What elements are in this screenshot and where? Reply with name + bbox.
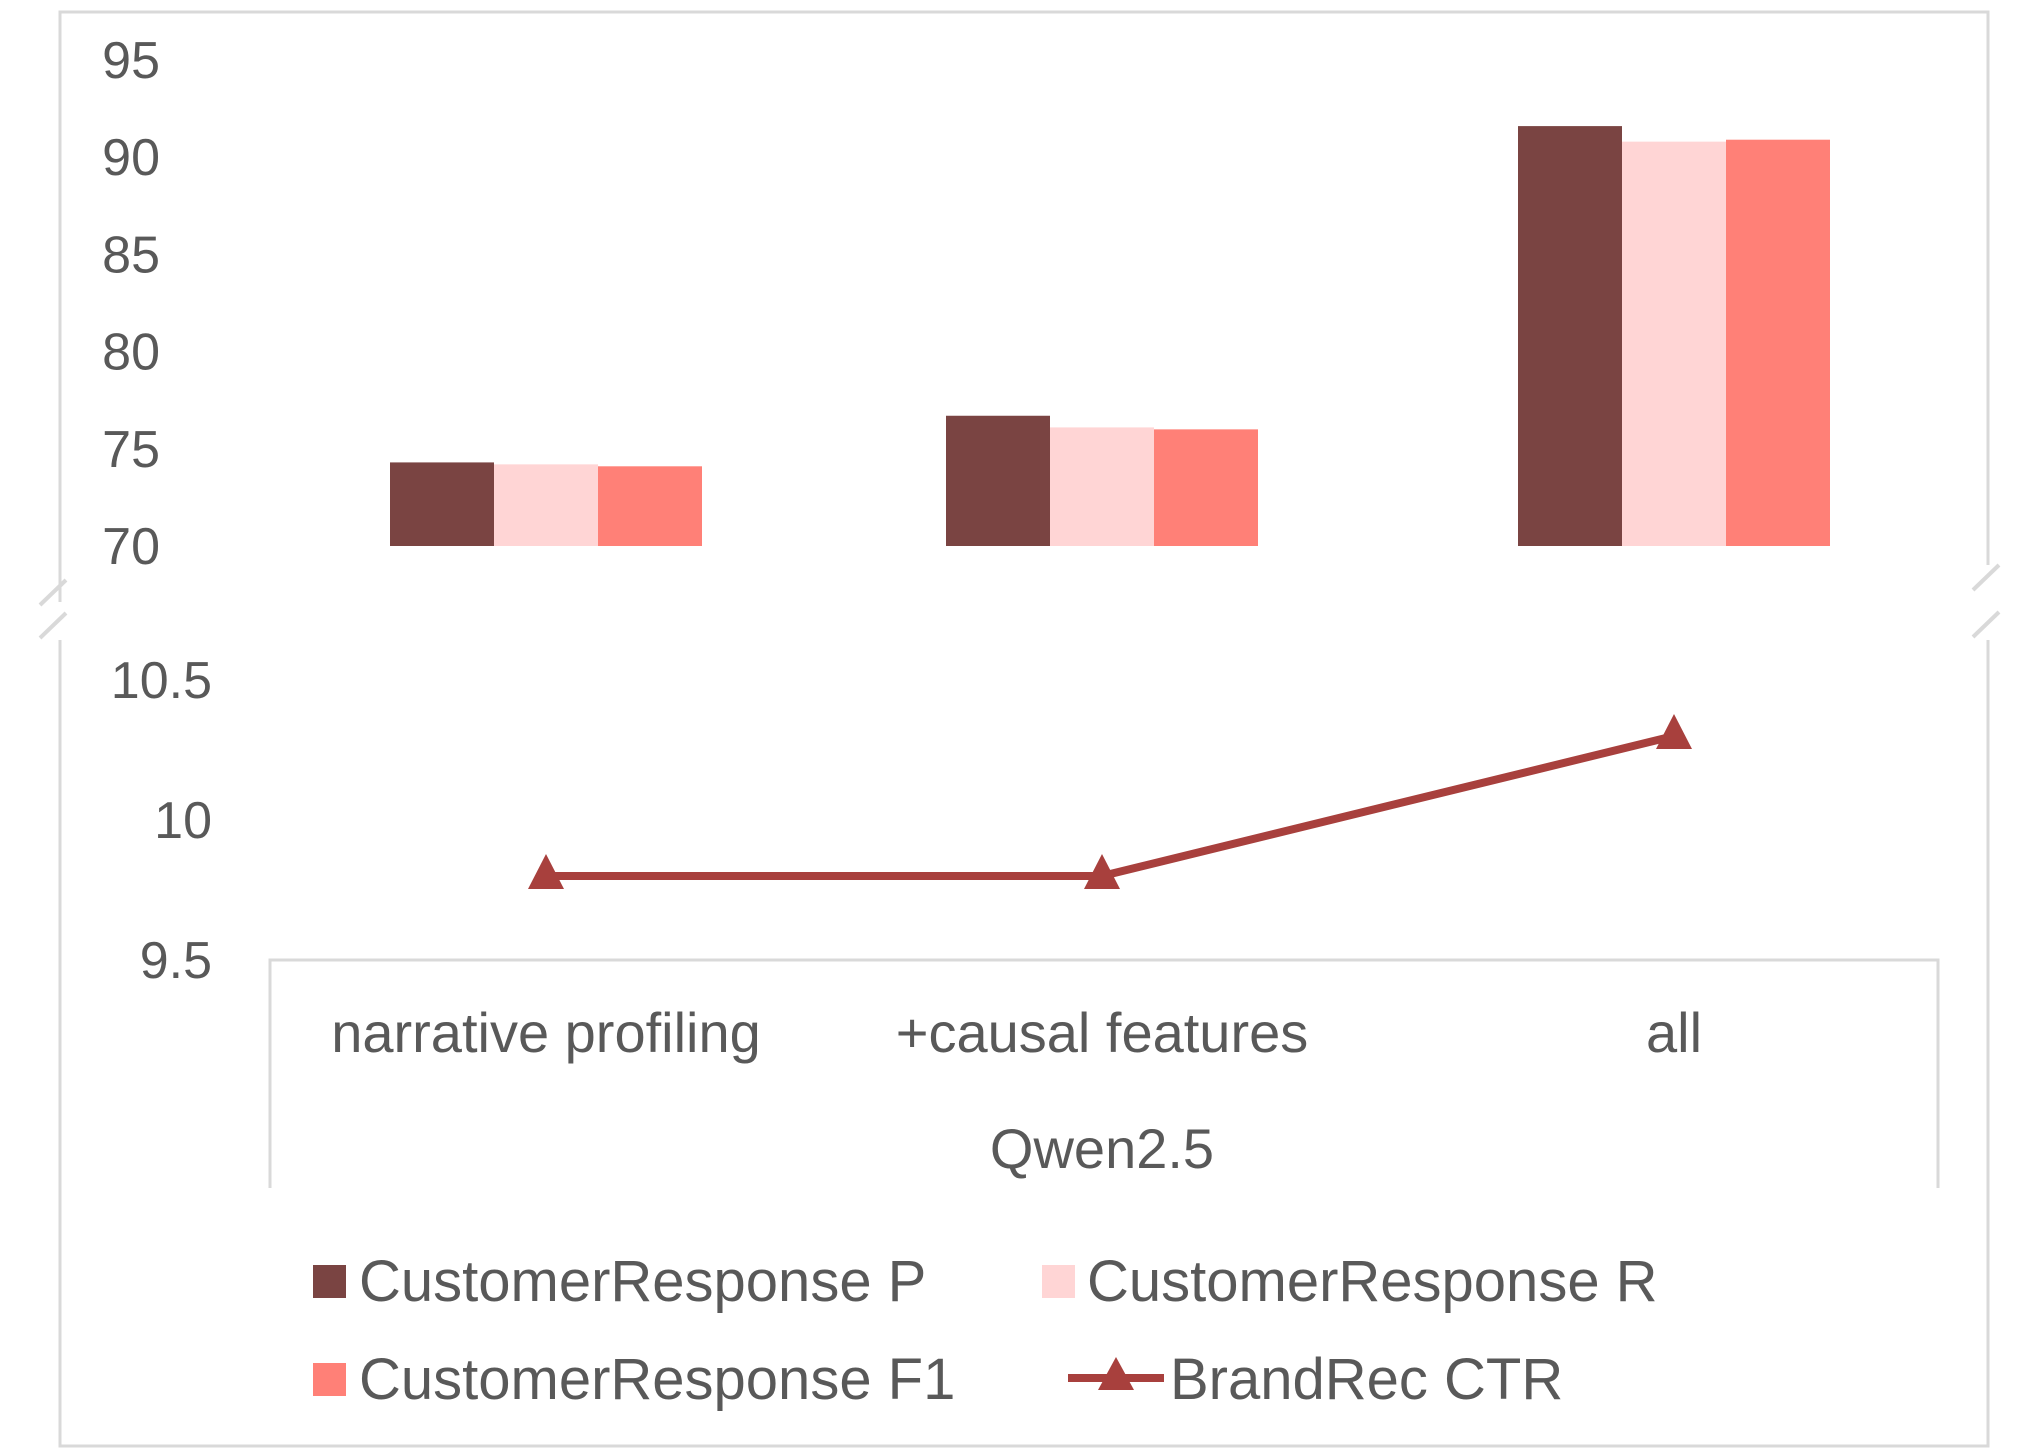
bar-series <box>390 126 1830 547</box>
legend-label-ctr: BrandRec CTR <box>1170 1347 1563 1412</box>
bar-customerresponse-f1-2 <box>1726 139 1830 547</box>
top-y-tick-label: 90 <box>102 129 160 187</box>
line-brandrec-ctr <box>546 732 1675 880</box>
bar-customerresponse-r-0 <box>494 464 598 546</box>
legend-swatch-f1 <box>313 1363 346 1396</box>
legend: CustomerResponse P CustomerResponse R Cu… <box>313 1249 1658 1412</box>
top-y-axis-ticks: 95 90 85 80 75 70 <box>102 32 160 576</box>
bar-customerresponse-r-1 <box>1050 427 1154 546</box>
bar-customerresponse-f1-1 <box>1154 429 1258 546</box>
bottom-y-tick-label: 10.5 <box>111 652 212 710</box>
legend-swatch-p <box>313 1265 346 1298</box>
bar-customerresponse-f1-0 <box>598 466 702 546</box>
legend-label-p: CustomerResponse P <box>359 1249 926 1314</box>
point-brandrec-ctr-2 <box>1656 714 1692 749</box>
category-label: +causal features <box>896 1001 1308 1064</box>
legend-label-r: CustomerResponse R <box>1087 1249 1658 1314</box>
top-y-tick-label: 85 <box>102 226 160 284</box>
bar-customerresponse-p-0 <box>390 462 494 546</box>
point-brandrec-ctr-0 <box>528 854 564 889</box>
top-y-tick-label: 75 <box>102 421 160 479</box>
top-y-tick-label: 95 <box>102 32 160 90</box>
bar-customerresponse-p-1 <box>946 415 1050 546</box>
line-series <box>528 714 1692 889</box>
legend-label-f1: CustomerResponse F1 <box>359 1347 955 1412</box>
category-axis-box <box>268 958 1940 1188</box>
chart-frame <box>58 10 1990 1448</box>
bar-customerresponse-p-2 <box>1518 126 1622 546</box>
point-brandrec-ctr-1 <box>1084 854 1120 889</box>
group-label: Qwen2.5 <box>990 1117 1214 1180</box>
bar-customerresponse-r-2 <box>1622 141 1726 546</box>
legend-swatch-r <box>1042 1265 1075 1298</box>
bottom-y-tick-label: 9.5 <box>140 932 212 990</box>
bottom-y-tick-label: 10 <box>154 792 212 850</box>
category-label: all <box>1646 1001 1702 1064</box>
top-y-tick-label: 70 <box>102 518 160 576</box>
bottom-y-axis-ticks: 10.5 10 9.5 <box>111 652 212 990</box>
category-labels: narrative profiling +causal features all <box>331 1001 1702 1064</box>
axis-break-marks <box>38 563 2001 640</box>
top-y-tick-label: 80 <box>102 324 160 382</box>
category-label: narrative profiling <box>331 1001 761 1064</box>
legend-triangle-ctr-icon <box>1098 1357 1134 1390</box>
